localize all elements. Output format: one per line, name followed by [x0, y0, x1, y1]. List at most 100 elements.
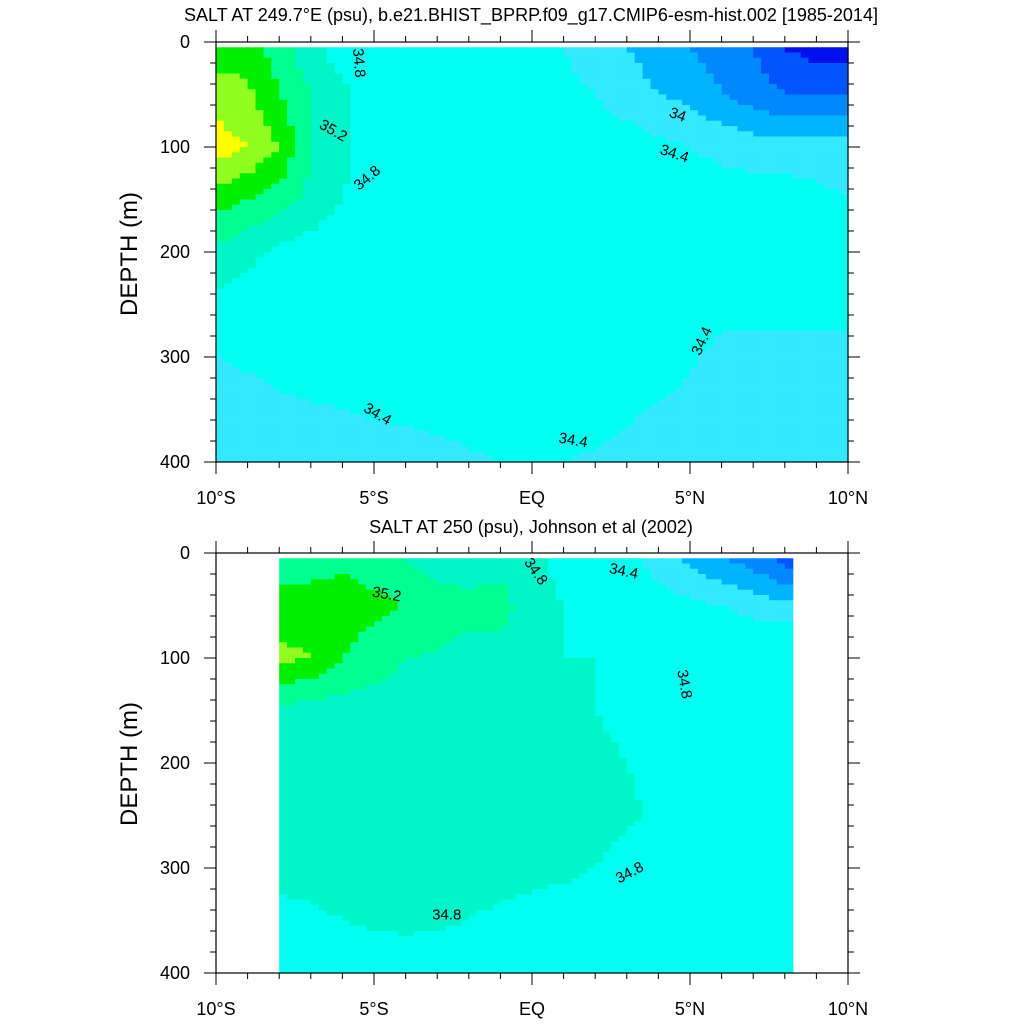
salinity-cell — [611, 399, 620, 405]
salinity-cell — [358, 210, 367, 216]
salinity-cell — [500, 147, 509, 153]
salinity-cell — [318, 52, 328, 59]
salinity-cell — [579, 278, 588, 285]
salinity-cell — [547, 120, 557, 127]
salinity-cell — [690, 241, 699, 248]
salinity-cell — [563, 110, 573, 117]
salinity-cell — [524, 362, 533, 369]
salinity-cell — [318, 236, 328, 243]
salinity-cell — [389, 294, 399, 300]
salinity-cell — [231, 178, 241, 185]
salinity-cell — [563, 451, 573, 458]
salinity-cell — [350, 320, 359, 327]
salinity-cell — [618, 388, 628, 395]
salinity-cell — [302, 262, 312, 269]
salinity-cell — [405, 210, 415, 216]
salinity-cell — [389, 425, 399, 432]
salinity-cell — [271, 420, 280, 426]
salinity-cell — [334, 414, 343, 421]
salinity-cell — [705, 204, 715, 211]
salinity-cell — [539, 399, 549, 405]
salinity-cell — [310, 173, 320, 180]
salinity-cell — [295, 393, 304, 400]
salinity-cell — [587, 378, 596, 384]
salinity-cell — [381, 178, 391, 185]
salinity-cell — [539, 168, 549, 174]
salinity-cell — [295, 241, 304, 248]
salinity-cell — [658, 183, 667, 190]
salinity-cell — [666, 178, 675, 185]
salinity-cell — [429, 126, 438, 132]
salinity-cell — [223, 341, 233, 348]
salinity-cell — [342, 425, 351, 432]
salinity-cell — [524, 152, 533, 159]
salinity-cell — [437, 325, 446, 332]
salinity-cell — [468, 141, 478, 148]
salinity-cell — [413, 309, 422, 316]
salinity-cell — [650, 157, 659, 164]
salinity-cell — [500, 320, 509, 327]
salinity-cell — [445, 73, 454, 80]
salinity-cell — [595, 451, 604, 458]
salinity-cell — [539, 257, 549, 264]
salinity-cell — [539, 357, 549, 363]
salinity-cell — [223, 288, 233, 295]
salinity-cell — [603, 231, 612, 237]
salinity-cell — [255, 278, 264, 285]
salinity-cell — [342, 236, 351, 243]
salinity-cell — [508, 210, 517, 216]
salinity-cell — [532, 147, 541, 153]
salinity-cell — [595, 47, 604, 54]
salinity-cell — [247, 283, 257, 290]
salinity-cell — [674, 225, 683, 232]
salinity-cell — [231, 425, 241, 432]
salinity-cell — [682, 246, 691, 253]
salinity-cell — [476, 372, 486, 379]
salinity-cell — [492, 204, 501, 211]
salinity-cell — [437, 367, 446, 374]
salinity-cell — [445, 399, 454, 405]
salinity-cell — [287, 320, 296, 327]
salinity-cell — [216, 330, 225, 337]
salinity-cell — [421, 336, 430, 342]
salinity-cell — [571, 94, 580, 101]
salinity-cell — [666, 63, 675, 69]
salinity-cell — [563, 325, 573, 332]
salinity-cell — [334, 320, 343, 327]
salinity-cell — [334, 63, 343, 69]
salinity-cell — [381, 357, 391, 363]
salinity-cell — [705, 393, 715, 400]
salinity-cell — [611, 404, 620, 411]
salinity-cell — [697, 47, 707, 54]
salinity-cell — [555, 252, 565, 258]
salinity-cell — [587, 425, 596, 432]
salinity-cell — [468, 330, 478, 337]
salinity-cell — [350, 131, 359, 138]
salinity-cell — [603, 210, 612, 216]
salinity-cell — [437, 441, 446, 447]
salinity-cell — [279, 320, 288, 327]
salinity-cell — [539, 425, 549, 432]
salinity-cell — [413, 404, 422, 411]
salinity-cell — [508, 120, 517, 127]
salinity-cell — [397, 231, 407, 237]
salinity-cell — [302, 115, 312, 122]
salinity-cell — [271, 147, 280, 153]
salinity-cell — [302, 73, 312, 80]
salinity-cell — [642, 299, 652, 306]
salinity-cell — [697, 346, 707, 353]
salinity-cell — [611, 446, 620, 453]
salinity-cell — [366, 430, 375, 437]
salinity-cell — [223, 236, 233, 243]
salinity-cell — [547, 68, 557, 75]
salinity-cell — [239, 367, 249, 374]
salinity-cell — [318, 341, 328, 348]
salinity-cell — [358, 225, 367, 232]
salinity-cell — [389, 94, 399, 101]
salinity-cell — [626, 73, 636, 80]
salinity-cell — [302, 57, 312, 64]
salinity-cell — [666, 404, 675, 411]
salinity-cell — [271, 257, 280, 264]
salinity-cell — [571, 194, 580, 201]
salinity-cell — [563, 194, 573, 201]
